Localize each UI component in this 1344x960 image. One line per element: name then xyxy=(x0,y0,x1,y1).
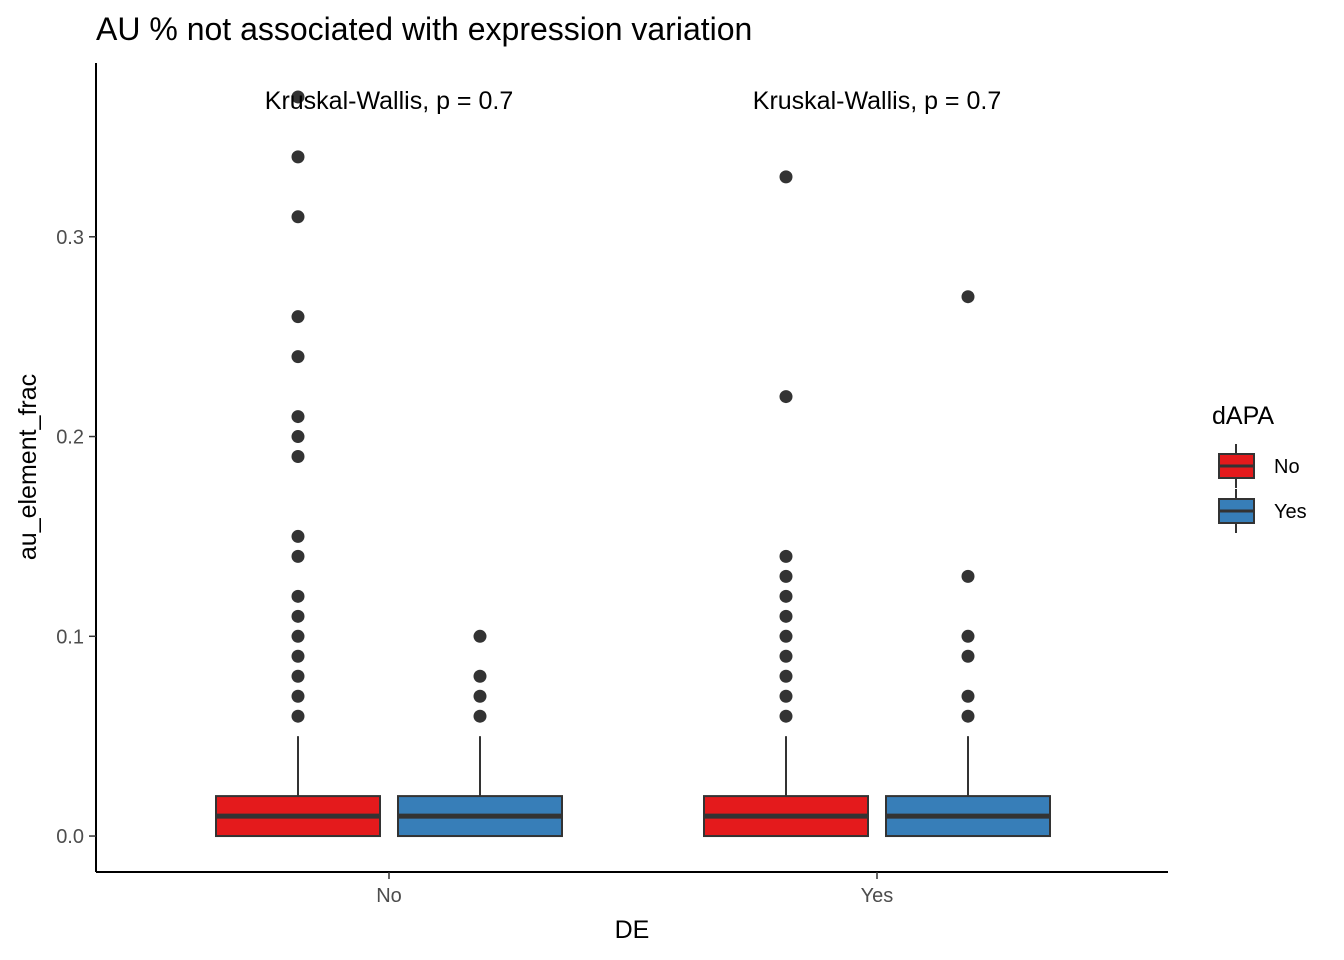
outlier-point xyxy=(291,529,305,543)
outlier-point xyxy=(779,170,793,184)
y-tick-label: 0.2 xyxy=(56,427,84,449)
outlier-point xyxy=(291,649,305,663)
box-yes-no xyxy=(397,629,563,838)
outlier-point xyxy=(473,709,487,723)
legend-item-no: No xyxy=(1218,444,1300,488)
outlier-point xyxy=(779,689,793,703)
outlier-point xyxy=(291,609,305,623)
outlier-point xyxy=(291,549,305,563)
outlier-point xyxy=(291,350,305,364)
outlier-point xyxy=(779,709,793,723)
y-axis: au_element_frac xyxy=(14,63,97,872)
outlier-point xyxy=(779,669,793,683)
outlier-point xyxy=(291,210,305,224)
box-no-yes xyxy=(703,170,869,838)
outlier-point xyxy=(779,569,793,583)
kruskal-wallis-annotation: Kruskal-Wallis, p = 0.7 xyxy=(265,87,513,115)
outlier-point xyxy=(473,629,487,643)
y-tick-label: 0.0 xyxy=(56,826,84,848)
outlier-point xyxy=(473,669,487,683)
outlier-point xyxy=(473,689,487,703)
x-tick-label: Yes xyxy=(861,885,894,907)
outlier-point xyxy=(961,709,975,723)
outlier-point xyxy=(961,290,975,304)
chart-title: AU % not associated with expression vari… xyxy=(96,11,752,47)
legend-label: No xyxy=(1274,456,1300,478)
outlier-point xyxy=(291,689,305,703)
plot-area: Kruskal-Wallis, p = 0.7 Kruskal-Wallis, p… xyxy=(215,87,1051,838)
outlier-point xyxy=(291,310,305,324)
outlier-point xyxy=(291,709,305,723)
outlier-point xyxy=(779,589,793,603)
x-axis-title: DE xyxy=(615,916,650,944)
outlier-point xyxy=(291,450,305,464)
legend: dAPA No Yes xyxy=(1212,402,1307,533)
box-no-no xyxy=(215,90,381,838)
outlier-point xyxy=(961,569,975,583)
outlier-point xyxy=(291,669,305,683)
outlier-point xyxy=(291,589,305,603)
outlier-point xyxy=(779,649,793,663)
outlier-point xyxy=(779,390,793,404)
x-axis: DE xyxy=(96,871,1168,944)
outlier-point xyxy=(291,90,305,104)
outlier-point xyxy=(961,629,975,643)
outlier-point xyxy=(961,649,975,663)
y-tick-label: 0.3 xyxy=(56,227,84,249)
outlier-point xyxy=(961,689,975,703)
legend-label: Yes xyxy=(1274,501,1307,523)
outlier-point xyxy=(779,549,793,563)
outlier-point xyxy=(779,629,793,643)
legend-item-yes: Yes xyxy=(1218,489,1307,533)
kruskal-wallis-annotation: Kruskal-Wallis, p = 0.7 xyxy=(753,87,1001,115)
x-tick-label: No xyxy=(376,885,402,907)
y-tick-label: 0.1 xyxy=(56,626,84,648)
outlier-point xyxy=(291,629,305,643)
legend-title: dAPA xyxy=(1212,402,1274,430)
outlier-point xyxy=(291,430,305,444)
outlier-point xyxy=(779,609,793,623)
outlier-point xyxy=(291,410,305,424)
outlier-point xyxy=(291,150,305,164)
box-yes-yes xyxy=(885,290,1051,838)
y-axis-title: au_element_frac xyxy=(14,374,42,560)
